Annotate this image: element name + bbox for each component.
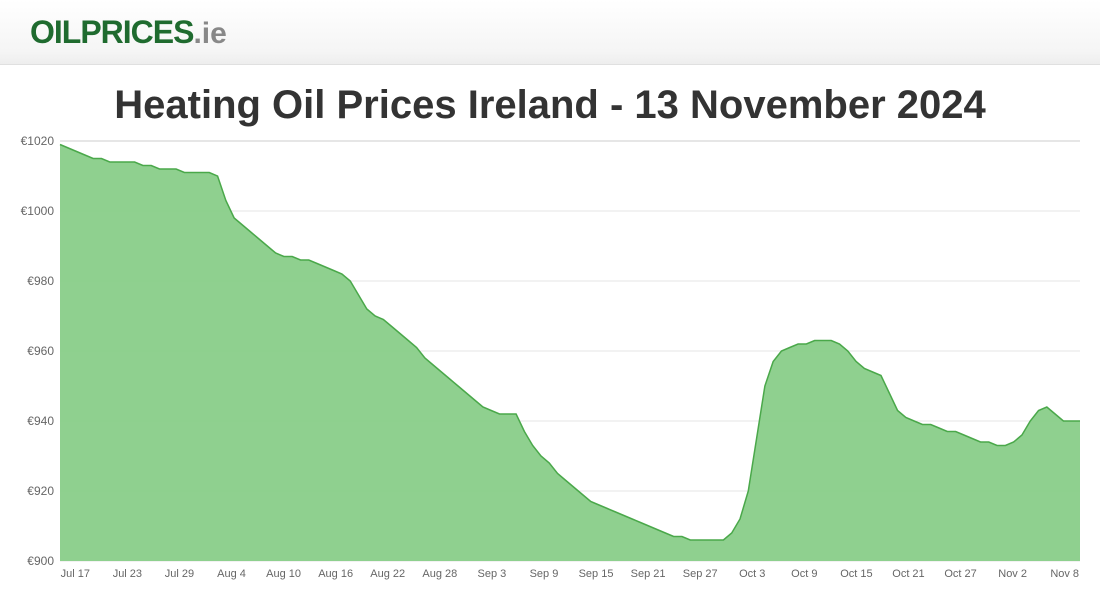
x-axis-label: Aug 28 — [422, 568, 457, 580]
y-axis-label: €900 — [27, 554, 54, 568]
x-axis-label: Nov 8 — [1050, 568, 1079, 580]
x-axis-label: Sep 9 — [530, 568, 559, 580]
x-axis-label: Oct 3 — [739, 568, 765, 580]
site-logo[interactable]: OILPRICES.ie — [30, 16, 227, 49]
page-title: Heating Oil Prices Ireland - 13 November… — [0, 83, 1100, 128]
x-axis-label: Sep 27 — [683, 568, 718, 580]
y-axis-label: €980 — [27, 274, 54, 288]
y-axis-label: €960 — [27, 344, 54, 358]
y-axis-label: €1000 — [21, 204, 55, 218]
y-axis-label: €920 — [27, 484, 54, 498]
price-area — [60, 145, 1080, 562]
x-axis-label: Jul 23 — [113, 568, 142, 580]
x-axis-label: Aug 10 — [266, 568, 301, 580]
x-axis-label: Aug 22 — [370, 568, 405, 580]
x-axis-label: Jul 17 — [61, 568, 90, 580]
x-axis-label: Sep 21 — [631, 568, 666, 580]
x-axis-label: Aug 16 — [318, 568, 353, 580]
price-chart: €900 €920 €940 €960 €980 €1000 €1020 Jul 17 Jul … — [10, 136, 1090, 586]
x-axis-label: Sep 15 — [579, 568, 614, 580]
x-axis-label: Sep 3 — [478, 568, 507, 580]
x-axis-label: Oct 27 — [944, 568, 976, 580]
chart-svg: €900 €920 €940 €960 €980 €1000 €1020 Jul 17 Jul … — [10, 136, 1090, 586]
x-axis-label: Oct 21 — [892, 568, 924, 580]
x-axis-label: Jul 29 — [165, 568, 194, 580]
y-axis-label: €940 — [27, 414, 54, 428]
x-axis-label: Aug 4 — [217, 568, 246, 580]
y-axis-label: €1020 — [21, 136, 55, 148]
logo-word-1: OILPRICES — [30, 14, 193, 50]
site-header: OILPRICES.ie — [0, 0, 1100, 65]
x-axis-label: Oct 9 — [791, 568, 817, 580]
logo-word-2: .ie — [193, 17, 226, 50]
x-axis-label: Oct 15 — [840, 568, 872, 580]
x-axis-label: Nov 2 — [998, 568, 1027, 580]
